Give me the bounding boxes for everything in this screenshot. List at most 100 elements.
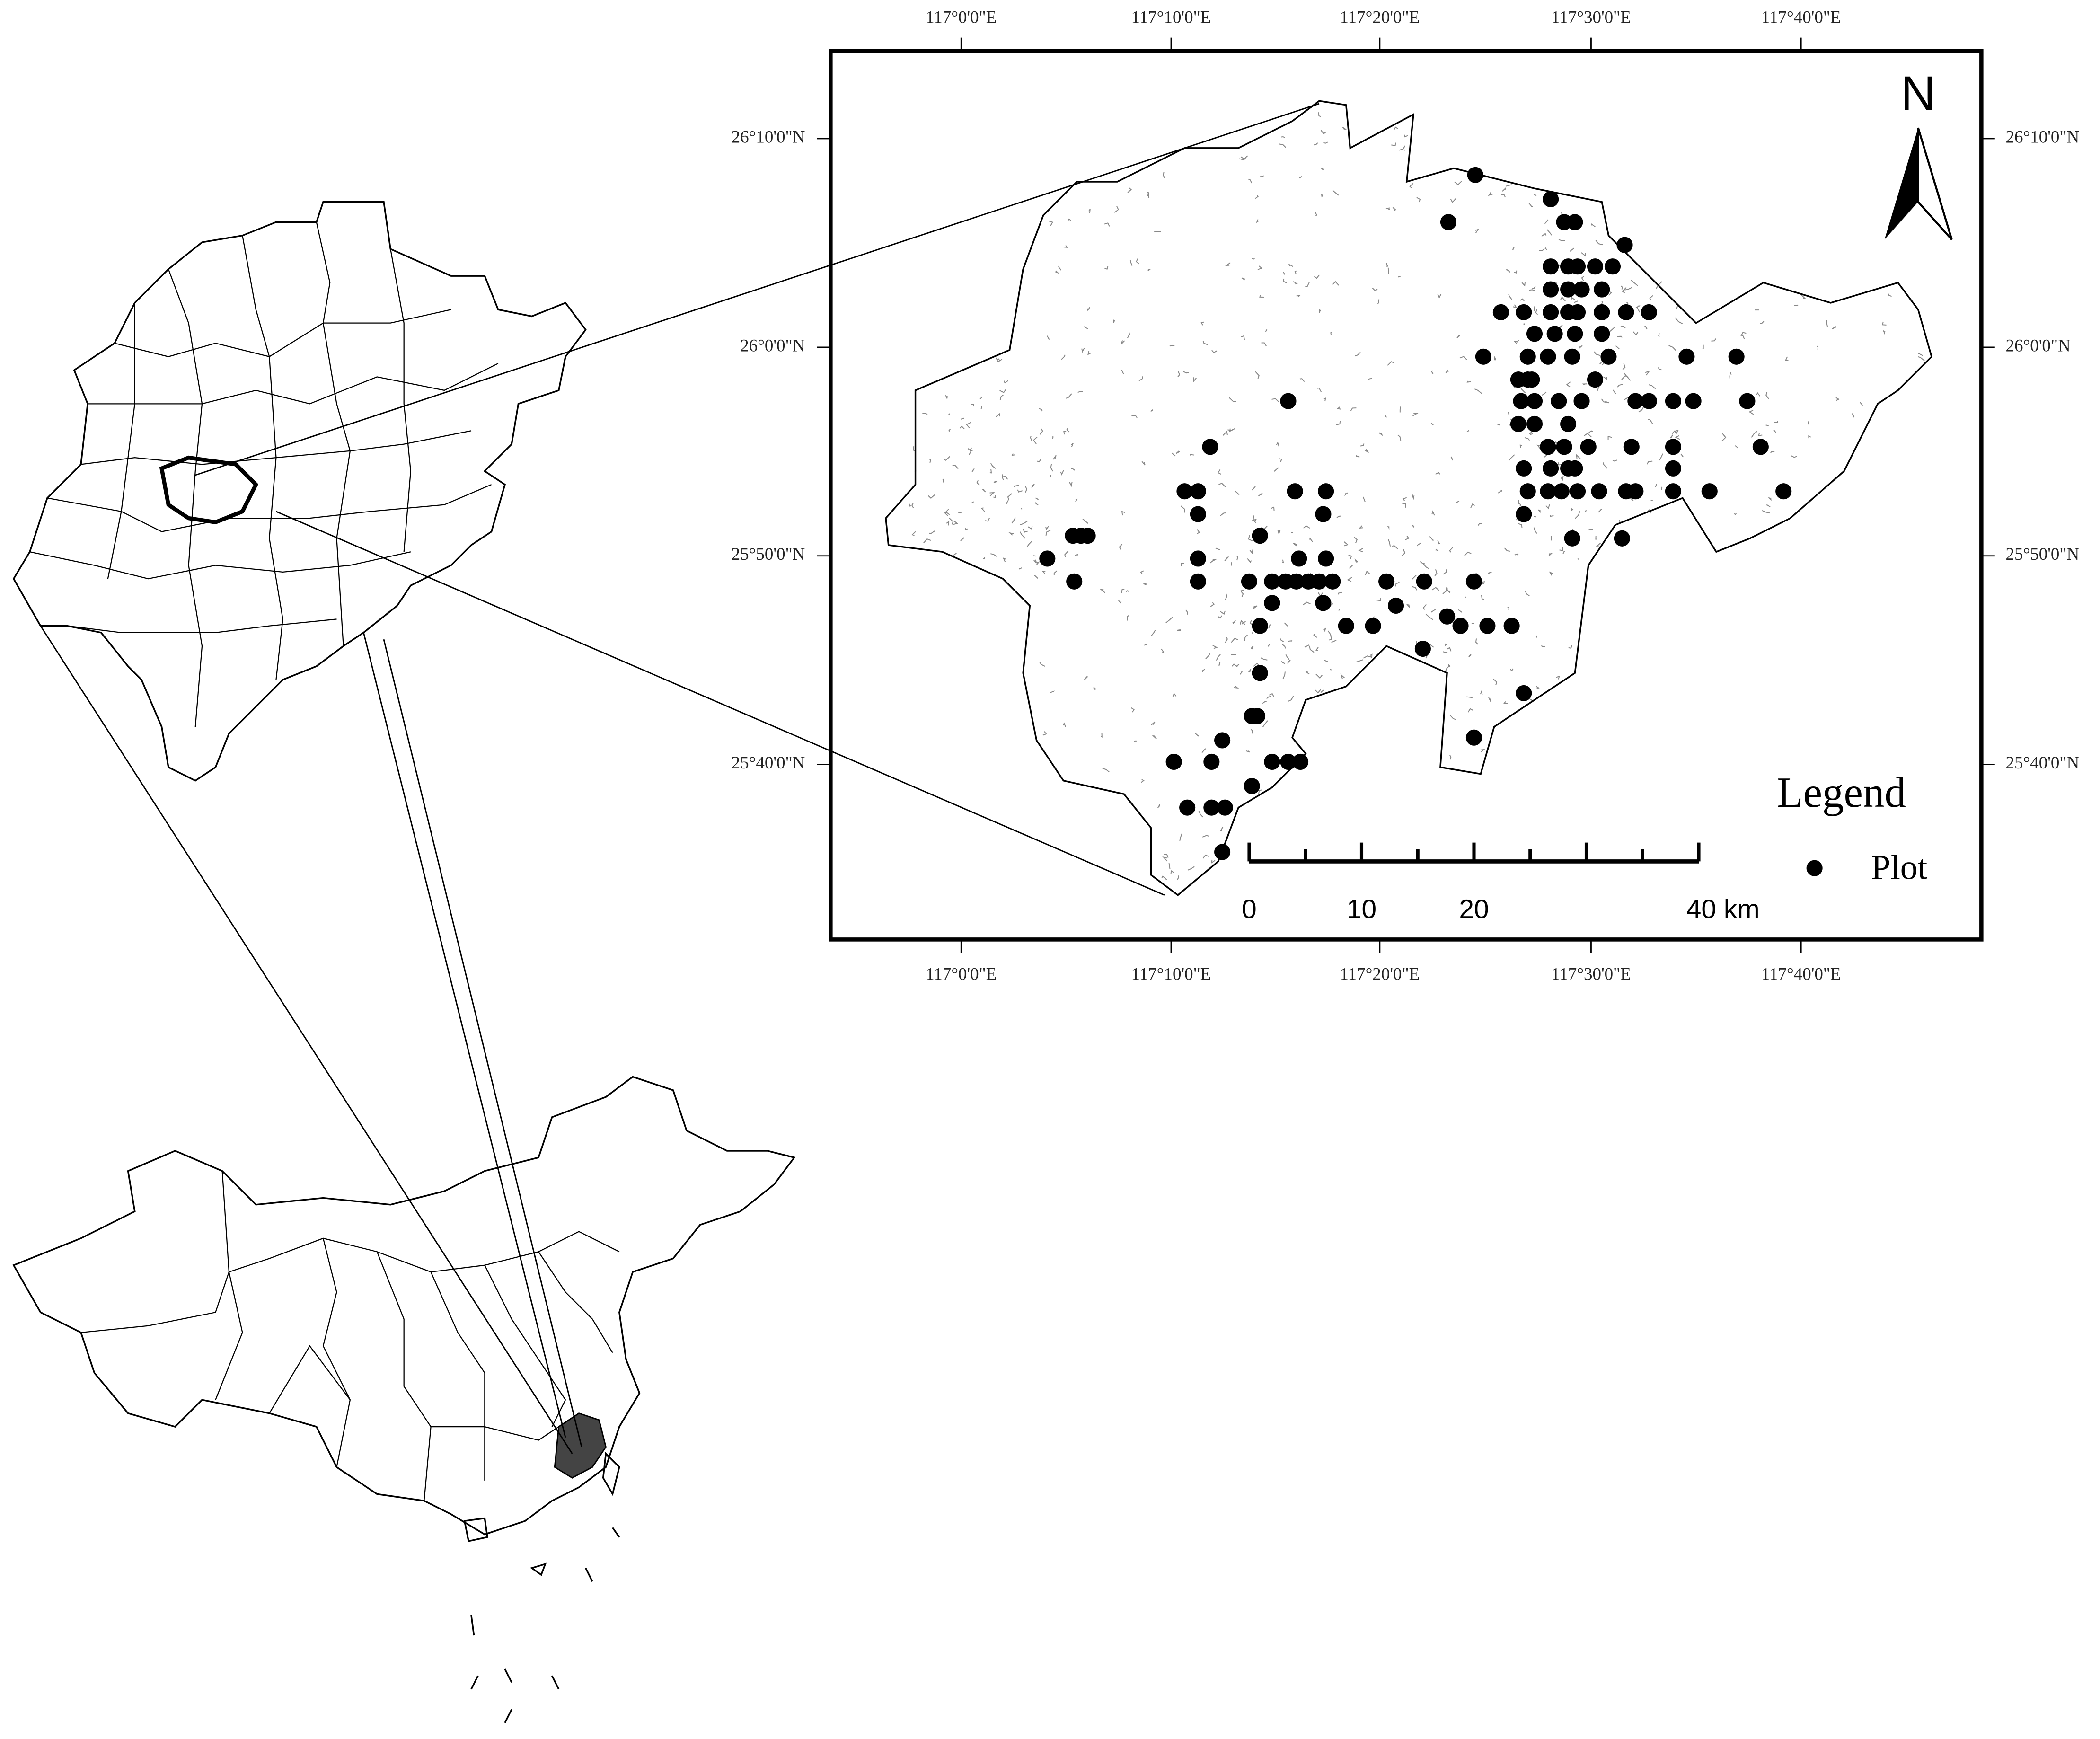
plot-point [1214,732,1231,749]
plot-point [1752,439,1769,455]
plot-point [1573,393,1590,409]
plot-point [1475,348,1491,365]
plot-point [1543,191,1559,208]
plot-point [1516,506,1532,522]
plot-point [1560,415,1577,433]
study-area-outline [885,100,1933,896]
plot-point [1540,439,1556,455]
longitude-label: 117°40'0"E [1761,964,1841,984]
north-label: N [1901,66,1936,120]
scale-label: 20 [1459,895,1489,925]
plot-point [1287,483,1303,500]
plot-point [1701,483,1718,500]
plot-point [1315,506,1332,522]
plot-point [1252,528,1268,544]
plot-point [1387,597,1404,614]
plot-point [1249,708,1266,724]
latitude-label: 25°50'0"N [732,544,805,564]
county-boundaries [29,222,499,727]
plot-point [1567,214,1583,230]
plot-point [1594,304,1610,320]
plot-point [1627,483,1644,500]
plot-point [1678,348,1695,365]
plot-point [1516,304,1532,320]
plot-point [1556,439,1572,455]
plot-point [1623,439,1640,455]
plot-point [1600,348,1617,365]
plot-point [1569,304,1586,320]
longitude-label: 117°10'0"E [1131,964,1211,984]
plot-point [1665,439,1682,455]
country-map [12,1076,796,1723]
latitude-label: 26°0'0"N [740,335,805,355]
plot-point [1665,393,1682,409]
plot-point [1264,573,1280,590]
plot-point [1165,753,1182,770]
plot-point [1641,393,1657,409]
plot-point [1685,393,1702,409]
longitude-label: 117°10'0"E [1131,7,1211,26]
plot-point [1567,460,1583,477]
plot-point [1665,460,1682,477]
plot-point [1594,281,1610,298]
plot-point [1526,393,1543,409]
plot-point [1543,304,1559,320]
plot-point [1526,326,1543,342]
plot-point [1244,778,1260,794]
plot-point [1594,326,1610,342]
plot-point [1203,753,1220,770]
fujian-filled [554,1412,607,1479]
legend-title: Legend [1777,768,1906,816]
plot-point [1543,258,1559,275]
plot-point [1569,483,1586,500]
plot-point [1516,685,1532,701]
plot-point [1467,167,1483,183]
plot-point [1066,573,1083,590]
longitude-label: 117°40'0"E [1761,7,1841,26]
scale-label: 0 [1242,895,1257,925]
longitude-label: 117°30'0"E [1551,964,1631,984]
latitude-label: 25°40'0"N [2006,753,2080,772]
plot-point [1079,528,1096,544]
plot-point [1553,483,1570,500]
plot-point [1524,371,1540,388]
scale-label: 10 [1347,895,1376,925]
plot-point [1492,304,1509,320]
plot-point [1439,608,1456,625]
plot-point [1513,393,1529,409]
plot-point [1543,281,1559,298]
leader-lines [40,103,1320,1454]
plot-point [1318,483,1334,500]
plot-point [1252,618,1268,634]
plot-point [1465,573,1482,590]
plot-point [1288,573,1305,590]
plot-point [1641,304,1657,320]
plot-point [1252,665,1268,681]
plot-point [1591,483,1607,500]
scale-bar: 0 10 20 40 km [1242,842,1760,925]
plot-point [1728,348,1745,365]
plot-point [1190,573,1206,590]
plot-point [1179,799,1196,816]
texture-strokes [908,106,1925,880]
plot-point [1280,393,1297,409]
longitude-label: 117°20'0"E [1340,7,1420,26]
plot-point [1516,460,1532,477]
plot-point [1264,753,1280,770]
longitude-label: 117°20'0"E [1340,964,1420,984]
plot-point [1569,258,1586,275]
plot-point [1190,483,1206,500]
plot-point [1739,393,1756,409]
plot-point [1176,483,1193,500]
plot-point [1580,439,1597,455]
hainan-islands [463,1452,620,1723]
latitude-label: 26°0'0"N [2006,335,2071,355]
plot-point [1616,237,1633,253]
plot-point [1378,573,1395,590]
longitude-label: 117°30'0"E [1551,7,1631,26]
plot-point [1503,618,1520,634]
plot-point [1775,483,1792,500]
plot-point [1202,439,1218,455]
plot-point [1217,799,1233,816]
plot-point [1311,573,1327,590]
